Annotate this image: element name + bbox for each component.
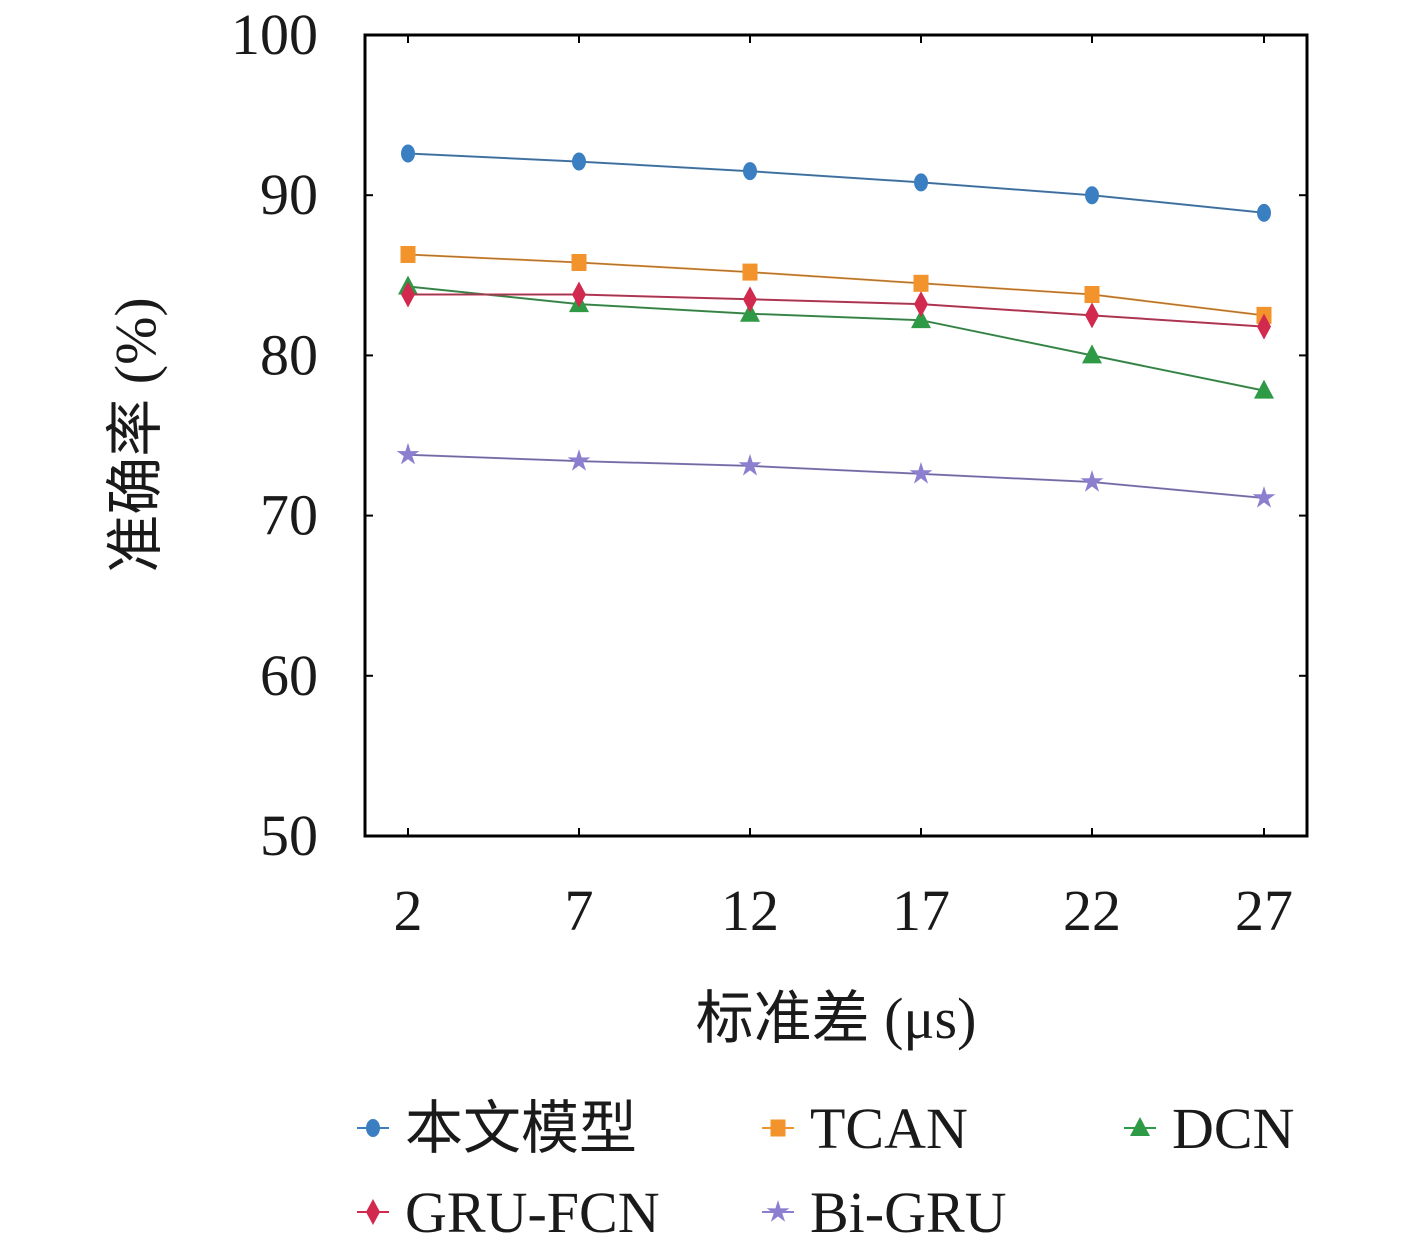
data-point xyxy=(1085,302,1099,329)
data-point xyxy=(914,291,928,318)
data-point xyxy=(743,162,757,181)
data-point xyxy=(914,173,928,192)
x-tick-label: 7 xyxy=(565,878,594,943)
data-point xyxy=(743,286,757,313)
legend-label: Bi-GRU xyxy=(810,1180,1007,1245)
data-point xyxy=(400,245,416,263)
data-point xyxy=(572,152,586,171)
data-point xyxy=(571,253,587,271)
x-tick-label: 22 xyxy=(1063,878,1121,943)
data-point xyxy=(401,281,415,308)
legend: 本文模型 TCAN DCN GRU-FCN Bi-GRU xyxy=(357,1096,1294,1245)
x-tick-label: 12 xyxy=(721,878,779,943)
series-1 xyxy=(400,245,1272,324)
series-line xyxy=(407,253,1265,317)
legend-label: GRU-FCN xyxy=(405,1180,660,1245)
data-point xyxy=(1252,486,1276,508)
data-point xyxy=(396,442,420,465)
series-group xyxy=(396,144,1276,508)
data-point xyxy=(1257,203,1271,222)
data-point xyxy=(567,449,591,471)
data-point xyxy=(909,461,933,484)
legend-item: 本文模型 xyxy=(357,1096,637,1161)
data-point xyxy=(401,144,415,163)
x-tick-label: 17 xyxy=(892,878,950,943)
data-point xyxy=(1085,186,1099,205)
y-tick-label: 80 xyxy=(260,322,318,387)
series-line xyxy=(407,152,1265,214)
y-tick-label: 70 xyxy=(260,483,318,548)
legend-label: TCAN xyxy=(810,1096,968,1161)
series-line-shade xyxy=(407,254,1265,316)
legend-item: GRU-FCN xyxy=(357,1180,660,1245)
y-tick-label: 60 xyxy=(260,643,318,708)
plot-frame xyxy=(363,33,1309,838)
legend-marker xyxy=(770,1119,786,1137)
legend-label: DCN xyxy=(1172,1096,1294,1161)
x-axis-label: 标准差 (μs) xyxy=(696,986,977,1051)
y-tick-label: 90 xyxy=(260,162,318,227)
data-point xyxy=(1082,344,1102,364)
data-point xyxy=(1080,470,1104,492)
legend-label: 本文模型 xyxy=(405,1096,637,1161)
data-point xyxy=(1257,313,1271,340)
data-point xyxy=(742,263,758,281)
series-line-shade xyxy=(407,454,1265,499)
series-4 xyxy=(396,442,1276,508)
data-point xyxy=(1084,286,1100,304)
legend-item: Bi-GRU xyxy=(762,1180,1007,1245)
data-point xyxy=(572,281,586,308)
data-point xyxy=(1254,379,1274,399)
legend-item: DCN xyxy=(1124,1096,1294,1161)
series-0 xyxy=(401,144,1271,222)
series-line-shade xyxy=(408,294,1265,328)
data-point xyxy=(911,309,931,329)
series-line-shade xyxy=(407,153,1265,214)
legend-marker xyxy=(366,1199,380,1225)
series-line-shade xyxy=(407,286,1265,392)
series-3 xyxy=(401,281,1271,340)
legend-marker xyxy=(1130,1117,1150,1136)
legend-marker xyxy=(766,1200,790,1222)
legend-item: TCAN xyxy=(762,1096,968,1161)
data-point xyxy=(913,274,929,292)
series-line xyxy=(407,453,1265,499)
x-tick-label: 27 xyxy=(1235,878,1293,943)
y-tick-label: 50 xyxy=(260,803,318,868)
data-point xyxy=(738,453,762,476)
y-axis-label: 准确率 (%) xyxy=(103,297,168,572)
x-tick-label: 2 xyxy=(394,878,423,943)
y-tick-label: 100 xyxy=(231,2,318,67)
legend-marker xyxy=(366,1119,380,1137)
